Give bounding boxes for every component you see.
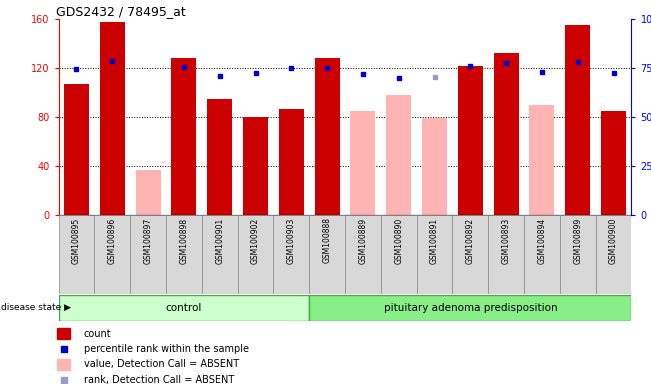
Bar: [59, 215, 94, 294]
Bar: [452, 215, 488, 294]
Text: GSM100893: GSM100893: [502, 217, 510, 264]
Bar: [417, 215, 452, 294]
Bar: [57, 359, 70, 370]
Text: GSM100903: GSM100903: [287, 217, 296, 264]
Text: percentile rank within the sample: percentile rank within the sample: [83, 344, 249, 354]
Bar: [529, 105, 555, 215]
Text: disease state ▶: disease state ▶: [1, 303, 71, 312]
Text: GSM100897: GSM100897: [144, 217, 152, 264]
Bar: [309, 215, 345, 294]
Text: rank, Detection Call = ABSENT: rank, Detection Call = ABSENT: [83, 375, 234, 384]
Bar: [386, 95, 411, 215]
Bar: [59, 295, 309, 321]
Bar: [601, 111, 626, 215]
Bar: [207, 99, 232, 215]
Bar: [171, 58, 197, 215]
Bar: [135, 170, 161, 215]
Text: GSM100895: GSM100895: [72, 217, 81, 264]
Text: GSM100896: GSM100896: [108, 217, 117, 264]
Bar: [488, 215, 524, 294]
Bar: [166, 215, 202, 294]
Bar: [100, 22, 125, 215]
Bar: [238, 215, 273, 294]
Bar: [314, 58, 340, 215]
Text: GSM100902: GSM100902: [251, 217, 260, 264]
Bar: [243, 117, 268, 215]
Bar: [130, 215, 166, 294]
Text: GSM100889: GSM100889: [359, 217, 367, 263]
Text: GSM100901: GSM100901: [215, 217, 224, 264]
Bar: [458, 66, 483, 215]
Text: GSM100899: GSM100899: [574, 217, 582, 264]
Bar: [560, 215, 596, 294]
Bar: [202, 215, 238, 294]
Bar: [350, 111, 376, 215]
Bar: [309, 295, 631, 321]
Text: control: control: [166, 303, 202, 313]
Text: GSM100892: GSM100892: [466, 217, 475, 263]
Bar: [64, 84, 89, 215]
Bar: [565, 25, 590, 215]
Text: value, Detection Call = ABSENT: value, Detection Call = ABSENT: [83, 359, 239, 369]
Bar: [94, 215, 130, 294]
Bar: [493, 53, 519, 215]
Bar: [596, 215, 631, 294]
Bar: [381, 215, 417, 294]
Bar: [273, 215, 309, 294]
Text: GSM100888: GSM100888: [323, 217, 331, 263]
Text: GSM100898: GSM100898: [180, 217, 188, 263]
Bar: [57, 328, 70, 339]
Text: GSM100890: GSM100890: [395, 217, 403, 264]
Bar: [422, 118, 447, 215]
Text: GSM100894: GSM100894: [538, 217, 546, 264]
Bar: [345, 215, 381, 294]
Text: GSM100891: GSM100891: [430, 217, 439, 263]
Text: pituitary adenoma predisposition: pituitary adenoma predisposition: [383, 303, 557, 313]
Text: count: count: [83, 329, 111, 339]
Bar: [279, 109, 304, 215]
Text: GDS2432 / 78495_at: GDS2432 / 78495_at: [56, 5, 186, 18]
Bar: [524, 215, 560, 294]
Text: GSM100900: GSM100900: [609, 217, 618, 264]
